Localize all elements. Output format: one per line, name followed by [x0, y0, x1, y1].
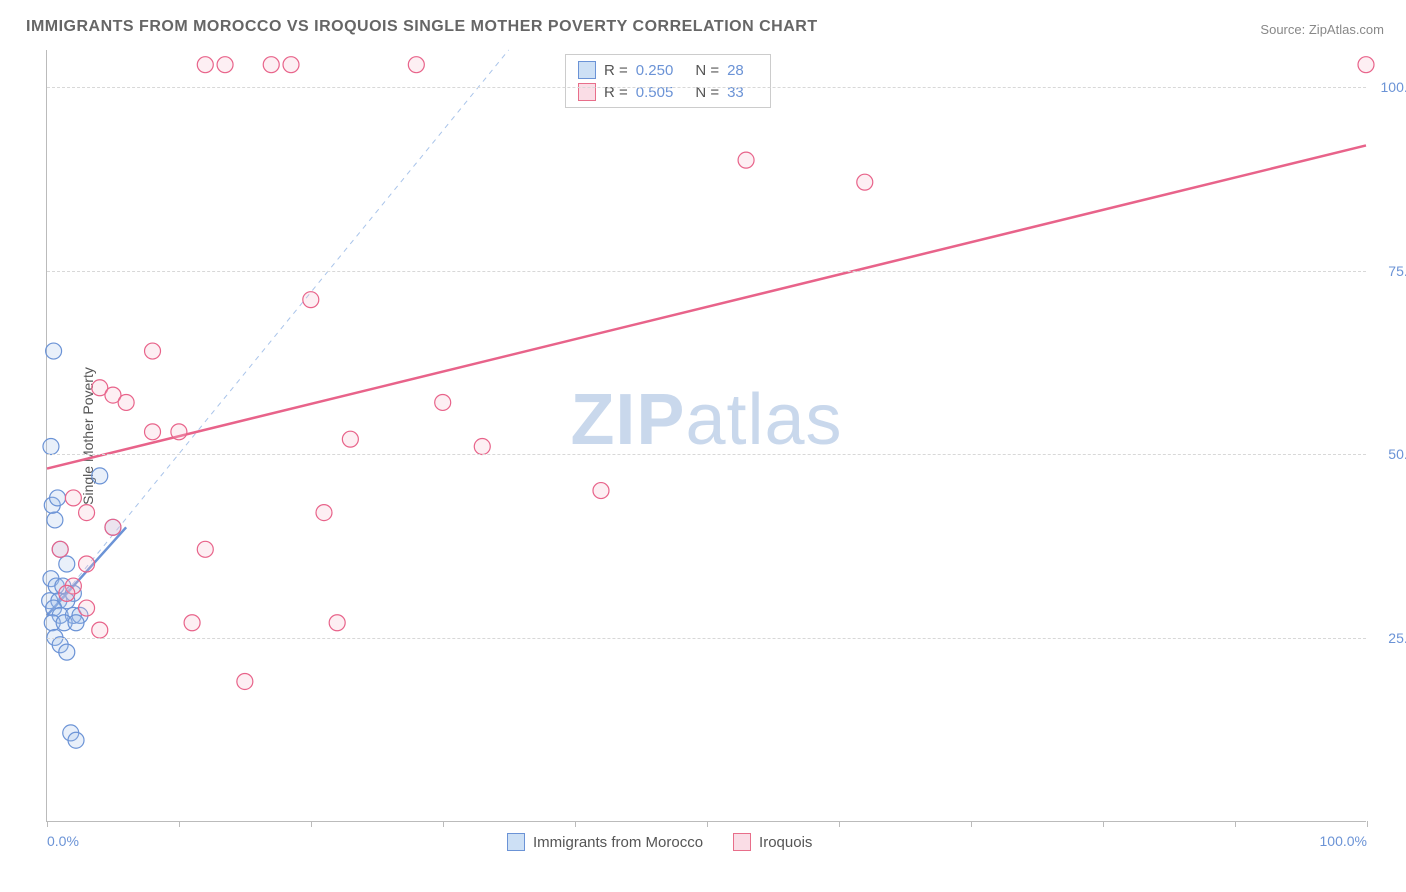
source-label: Source:: [1260, 22, 1305, 37]
trend-line: [47, 145, 1366, 468]
gridline: [47, 638, 1366, 639]
bottom-legend-item: Iroquois: [733, 833, 812, 851]
data-point: [474, 439, 490, 455]
data-point: [118, 394, 134, 410]
chart-title: IMMIGRANTS FROM MOROCCO VS IROQUOIS SING…: [26, 18, 818, 36]
data-point: [52, 541, 68, 557]
gridline: [47, 87, 1366, 88]
data-point: [303, 292, 319, 308]
data-point: [92, 468, 108, 484]
data-point: [316, 505, 332, 521]
x-tick: [707, 821, 708, 827]
plot-area: Single Mother Poverty ZIPatlas R =0.250N…: [46, 50, 1366, 822]
data-point: [329, 615, 345, 631]
y-tick-label: 75.0%: [1372, 263, 1406, 279]
data-point: [263, 57, 279, 73]
gridline: [47, 454, 1366, 455]
data-point: [145, 343, 161, 359]
data-point: [342, 431, 358, 447]
data-point: [59, 644, 75, 660]
x-tick: [1103, 821, 1104, 827]
data-point: [738, 152, 754, 168]
stats-legend: R = 0.250 N = 28 R =0.505N =33: [565, 54, 771, 108]
data-point: [1358, 57, 1374, 73]
data-point: [79, 556, 95, 572]
data-point: [68, 732, 84, 748]
n-label: N =: [695, 62, 719, 79]
data-point: [184, 615, 200, 631]
data-point: [79, 505, 95, 521]
y-tick-label: 25.0%: [1372, 630, 1406, 646]
data-point: [593, 483, 609, 499]
data-point: [59, 585, 75, 601]
x-tick: [575, 821, 576, 827]
data-point: [197, 541, 213, 557]
y-tick-label: 50.0%: [1372, 446, 1406, 462]
data-point: [50, 490, 66, 506]
data-point: [79, 600, 95, 616]
data-point: [408, 57, 424, 73]
y-tick-label: 100.0%: [1372, 79, 1406, 95]
source-link[interactable]: ZipAtlas.com: [1309, 22, 1384, 37]
legend-label: Iroquois: [759, 834, 812, 851]
stats-legend-row: R =0.505N =33: [578, 81, 758, 103]
bottom-legend: Immigrants from Morocco Iroquois: [507, 833, 812, 851]
data-point: [68, 615, 84, 631]
x-tick: [311, 821, 312, 827]
x-tick: [1367, 821, 1368, 827]
data-point: [65, 490, 81, 506]
x-tick-label: 0.0%: [47, 833, 79, 849]
legend-swatch: [578, 61, 596, 79]
legend-label: Immigrants from Morocco: [533, 834, 703, 851]
scatter-svg: [47, 50, 1366, 821]
r-value: 0.250: [636, 62, 674, 79]
data-point: [197, 57, 213, 73]
data-point: [145, 424, 161, 440]
legend-swatch: [507, 833, 525, 851]
data-point: [46, 343, 62, 359]
source-attribution: Source: ZipAtlas.com: [1260, 22, 1384, 37]
data-point: [435, 394, 451, 410]
legend-swatch: [578, 83, 596, 101]
bottom-legend-item: Immigrants from Morocco: [507, 833, 703, 851]
data-point: [171, 424, 187, 440]
x-tick: [839, 821, 840, 827]
data-point: [237, 673, 253, 689]
x-tick: [443, 821, 444, 827]
stats-legend-row: R = 0.250 N = 28: [578, 59, 758, 81]
data-point: [47, 512, 63, 528]
gridline: [47, 271, 1366, 272]
x-tick: [179, 821, 180, 827]
data-point: [43, 439, 59, 455]
n-value: 28: [727, 62, 744, 79]
x-tick: [47, 821, 48, 827]
data-point: [217, 57, 233, 73]
data-point: [92, 622, 108, 638]
legend-swatch: [733, 833, 751, 851]
x-tick: [971, 821, 972, 827]
data-point: [59, 556, 75, 572]
data-point: [857, 174, 873, 190]
data-point: [283, 57, 299, 73]
x-tick-label: 100.0%: [1320, 833, 1367, 849]
r-label: R =: [604, 62, 628, 79]
x-tick: [1235, 821, 1236, 827]
data-point: [105, 519, 121, 535]
